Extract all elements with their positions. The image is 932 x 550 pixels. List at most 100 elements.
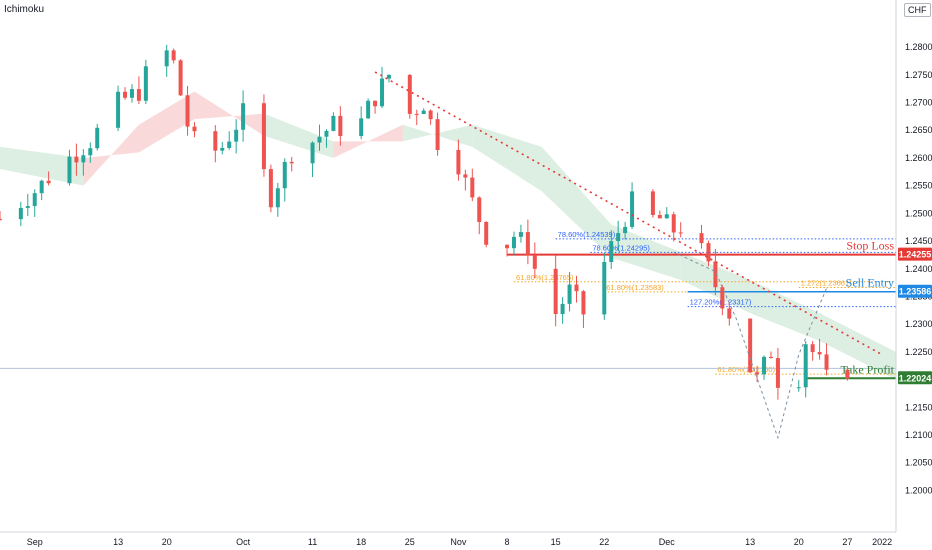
x-tick-label: 18 [356, 537, 366, 547]
candle-body [678, 232, 683, 234]
candle-body [560, 303, 565, 315]
y-tick-label: 1.24500 [905, 236, 932, 246]
candle-body [88, 148, 93, 156]
x-tick-label: 2022 [872, 537, 892, 547]
x-tick-label: 25 [405, 537, 415, 547]
candle-body [477, 197, 482, 223]
candle-body [762, 356, 767, 375]
candle-body [39, 180, 44, 194]
candle-body [317, 136, 322, 143]
candle-body [671, 214, 676, 233]
candle-body [824, 354, 829, 370]
candle-body [664, 214, 669, 219]
candle-body [525, 232, 530, 256]
candle-body [650, 191, 655, 215]
x-tick-label: 11 [308, 537, 317, 547]
candle-body [261, 103, 266, 170]
currency-badge[interactable]: CHF [904, 3, 931, 17]
candle-body [755, 372, 760, 375]
candle-body [81, 155, 86, 163]
x-tick-label: Sep [27, 537, 43, 547]
y-tick-label: 1.24000 [905, 264, 932, 274]
candle-body [713, 261, 718, 288]
candle-body [748, 318, 753, 373]
candle-body [470, 177, 475, 198]
cloud-segment [541, 146, 612, 258]
candle-body [456, 149, 461, 175]
fib-label: 61.80%(1.23765) [516, 273, 574, 282]
candle-body [428, 110, 433, 120]
candle-body [74, 156, 79, 163]
candle-body [366, 100, 371, 119]
pattern-lines [374, 71, 883, 440]
candle-body [414, 113, 419, 115]
y-tick-label: 1.21000 [905, 430, 932, 440]
candle-body [796, 387, 801, 389]
candle-body [484, 222, 489, 245]
candle-body [338, 115, 343, 137]
y-tick-label: 1.26500 [905, 125, 932, 135]
candle-body [275, 188, 280, 208]
price-badge-label: 1.23586 [899, 287, 932, 297]
candle-body [699, 233, 704, 244]
x-tick-label: 8 [505, 537, 510, 547]
candle-body [192, 126, 197, 132]
x-tick-label: 20 [162, 537, 172, 547]
ichimoku-cloud [0, 91, 896, 380]
y-tick-label: 1.20000 [905, 485, 932, 495]
candle-body [386, 74, 391, 79]
candle-body [532, 255, 537, 269]
candle-body [25, 206, 30, 208]
candle-body [574, 284, 579, 292]
y-tick-label: 1.28000 [905, 42, 932, 52]
y-tick-label: 1.25500 [905, 181, 932, 191]
x-tick-label: 15 [551, 537, 561, 547]
y-tick-label: 1.25000 [905, 208, 932, 218]
candle-body [581, 291, 586, 315]
candle-body [123, 91, 128, 98]
candle-body [282, 161, 287, 189]
x-tick-label: 22 [599, 537, 609, 547]
price-badge [898, 284, 932, 298]
candle-body [234, 129, 239, 142]
candle-body [185, 95, 190, 127]
candle-body [373, 100, 378, 107]
candle-body [136, 89, 141, 101]
y-tick-label: 1.26000 [905, 153, 932, 163]
candle-body [817, 352, 822, 355]
candle-body [727, 308, 732, 319]
price-badge-label: 1.22024 [899, 373, 932, 383]
candle-body [435, 119, 440, 150]
cloud-segment [138, 91, 195, 153]
candle-body [0, 218, 2, 220]
cloud-segment [611, 224, 681, 280]
candle-body [553, 268, 558, 315]
x-tick-label: Dec [659, 537, 676, 547]
fib-label: 78.60%(1.24539) [558, 230, 616, 239]
candle-body [567, 284, 572, 304]
candle-body [407, 74, 412, 114]
fib-label: 78.60%(1.24295) [592, 243, 650, 252]
fib-label: 61.80%(1.23583) [606, 283, 664, 292]
candle-body [609, 241, 614, 263]
cloud-segment [194, 91, 264, 136]
price-badge [898, 247, 932, 261]
candle-body [623, 226, 628, 234]
candle-body [845, 369, 850, 379]
candle-body [616, 233, 621, 242]
candle-body [164, 50, 169, 67]
descending-trendline [374, 71, 883, 356]
candle-body [18, 207, 23, 220]
candle-body [213, 131, 218, 151]
x-tick-label: 13 [113, 537, 123, 547]
candle-body [505, 244, 510, 249]
candle-body [511, 236, 516, 249]
candle-body [331, 115, 336, 131]
y-tick-label: 1.20500 [905, 458, 932, 468]
x-tick-label: Oct [236, 537, 251, 547]
candle-body [359, 118, 364, 137]
candle-body [46, 180, 51, 184]
candle-body [227, 141, 232, 148]
